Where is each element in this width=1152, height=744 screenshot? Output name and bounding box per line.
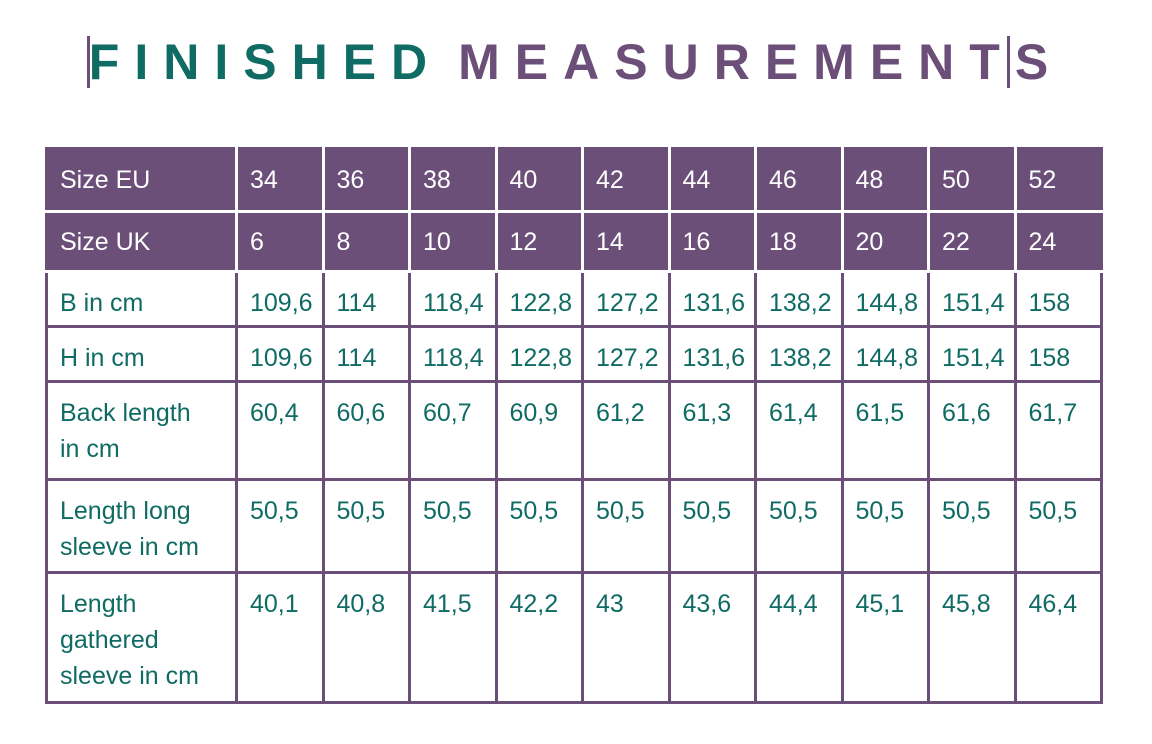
cell: 34 xyxy=(235,147,325,213)
cell: 42 xyxy=(581,147,671,213)
table-row: Back length in cm 60,4 60,6 60,7 60,9 61,2 61,… xyxy=(45,380,1103,481)
cell: 38 xyxy=(408,147,498,213)
cell: 158 xyxy=(1013,270,1103,328)
title-part: MEASUREMENTS xyxy=(458,34,1064,90)
cell: 44 xyxy=(667,147,757,213)
cell: 40 xyxy=(494,147,584,213)
cell: 41,5 xyxy=(408,571,498,704)
cell: 50,5 xyxy=(408,478,498,574)
row-label: Size UK xyxy=(45,210,238,273)
cell: 48 xyxy=(840,147,930,213)
cell: 109,6 xyxy=(235,325,325,383)
cell: 12 xyxy=(494,210,584,273)
cell: 131,6 xyxy=(667,325,757,383)
row-label: H in cm xyxy=(45,325,238,383)
cell: 43,6 xyxy=(667,571,757,704)
cell: 24 xyxy=(1013,210,1103,273)
row-label: Size EU xyxy=(45,147,238,213)
cell: 40,1 xyxy=(235,571,325,704)
title: FINISHED MEASUREMENTS xyxy=(0,30,1152,94)
cell: 14 xyxy=(581,210,671,273)
cell: 50,5 xyxy=(235,478,325,574)
table-row: Size EU 34 36 38 40 42 44 46 48 50 52 xyxy=(45,147,1103,213)
cell: 60,9 xyxy=(494,380,584,481)
cell: 131,6 xyxy=(667,270,757,328)
cell: 61,4 xyxy=(754,380,844,481)
cell: 45,1 xyxy=(840,571,930,704)
cell: 151,4 xyxy=(927,325,1017,383)
cell: 138,2 xyxy=(754,270,844,328)
cell: 6 xyxy=(235,210,325,273)
cell: 50,5 xyxy=(321,478,411,574)
cell: 109,6 xyxy=(235,270,325,328)
row-label: Length long sleeve in cm xyxy=(45,478,238,574)
cell: 61,2 xyxy=(581,380,671,481)
cell: 114 xyxy=(321,325,411,383)
cell: 118,4 xyxy=(408,325,498,383)
cell: 60,4 xyxy=(235,380,325,481)
title-bar xyxy=(1007,36,1010,88)
cell: 40,8 xyxy=(321,571,411,704)
cell: 50,5 xyxy=(754,478,844,574)
cell: 22 xyxy=(927,210,1017,273)
title-bar xyxy=(87,36,90,88)
cell: 50,5 xyxy=(667,478,757,574)
cell: 144,8 xyxy=(840,270,930,328)
cell: 158 xyxy=(1013,325,1103,383)
cell: 52 xyxy=(1013,147,1103,213)
cell: 45,8 xyxy=(927,571,1017,704)
table-row: Size UK 6 8 10 12 14 16 18 20 22 24 xyxy=(45,210,1103,273)
cell: 122,8 xyxy=(494,270,584,328)
cell: 122,8 xyxy=(494,325,584,383)
cell: 18 xyxy=(754,210,844,273)
cell: 8 xyxy=(321,210,411,273)
cell: 60,6 xyxy=(321,380,411,481)
cell: 50,5 xyxy=(1013,478,1103,574)
cell: 50 xyxy=(927,147,1017,213)
cell: 144,8 xyxy=(840,325,930,383)
title-part: FINISHED xyxy=(88,34,443,90)
table-row: H in cm 109,6 114 118,4 122,8 127,2 131,6 138,2… xyxy=(45,325,1103,383)
cell: 46,4 xyxy=(1013,571,1103,704)
cell: 50,5 xyxy=(927,478,1017,574)
cell: 151,4 xyxy=(927,270,1017,328)
cell: 36 xyxy=(321,147,411,213)
cell: 61,6 xyxy=(927,380,1017,481)
cell: 43 xyxy=(581,571,671,704)
cell: 61,5 xyxy=(840,380,930,481)
measurement-table: Size EU 34 36 38 40 42 44 46 48 50 52 Size UK 6 8 10 12… xyxy=(45,147,1103,704)
cell: 60,7 xyxy=(408,380,498,481)
cell: 118,4 xyxy=(408,270,498,328)
cell: 20 xyxy=(840,210,930,273)
cell: 16 xyxy=(667,210,757,273)
table-row: B in cm 109,6 114 118,4 122,8 127,2 131,6 138,2… xyxy=(45,270,1103,328)
row-label: Back length in cm xyxy=(45,380,238,481)
table-row: Length gathered sleeve in cm 40,1 40,8 41,5… xyxy=(45,571,1103,704)
cell: 44,4 xyxy=(754,571,844,704)
cell: 127,2 xyxy=(581,270,671,328)
cell: 50,5 xyxy=(494,478,584,574)
row-label: Length gathered sleeve in cm xyxy=(45,571,238,704)
row-label: B in cm xyxy=(45,270,238,328)
cell: 50,5 xyxy=(581,478,671,574)
cell: 46 xyxy=(754,147,844,213)
cell: 50,5 xyxy=(840,478,930,574)
cell: 114 xyxy=(321,270,411,328)
cell: 138,2 xyxy=(754,325,844,383)
cell: 42,2 xyxy=(494,571,584,704)
cell: 127,2 xyxy=(581,325,671,383)
cell: 10 xyxy=(408,210,498,273)
cell: 61,7 xyxy=(1013,380,1103,481)
table-row: Length long sleeve in cm 50,5 50,5 50,5 50,5… xyxy=(45,478,1103,574)
cell: 61,3 xyxy=(667,380,757,481)
